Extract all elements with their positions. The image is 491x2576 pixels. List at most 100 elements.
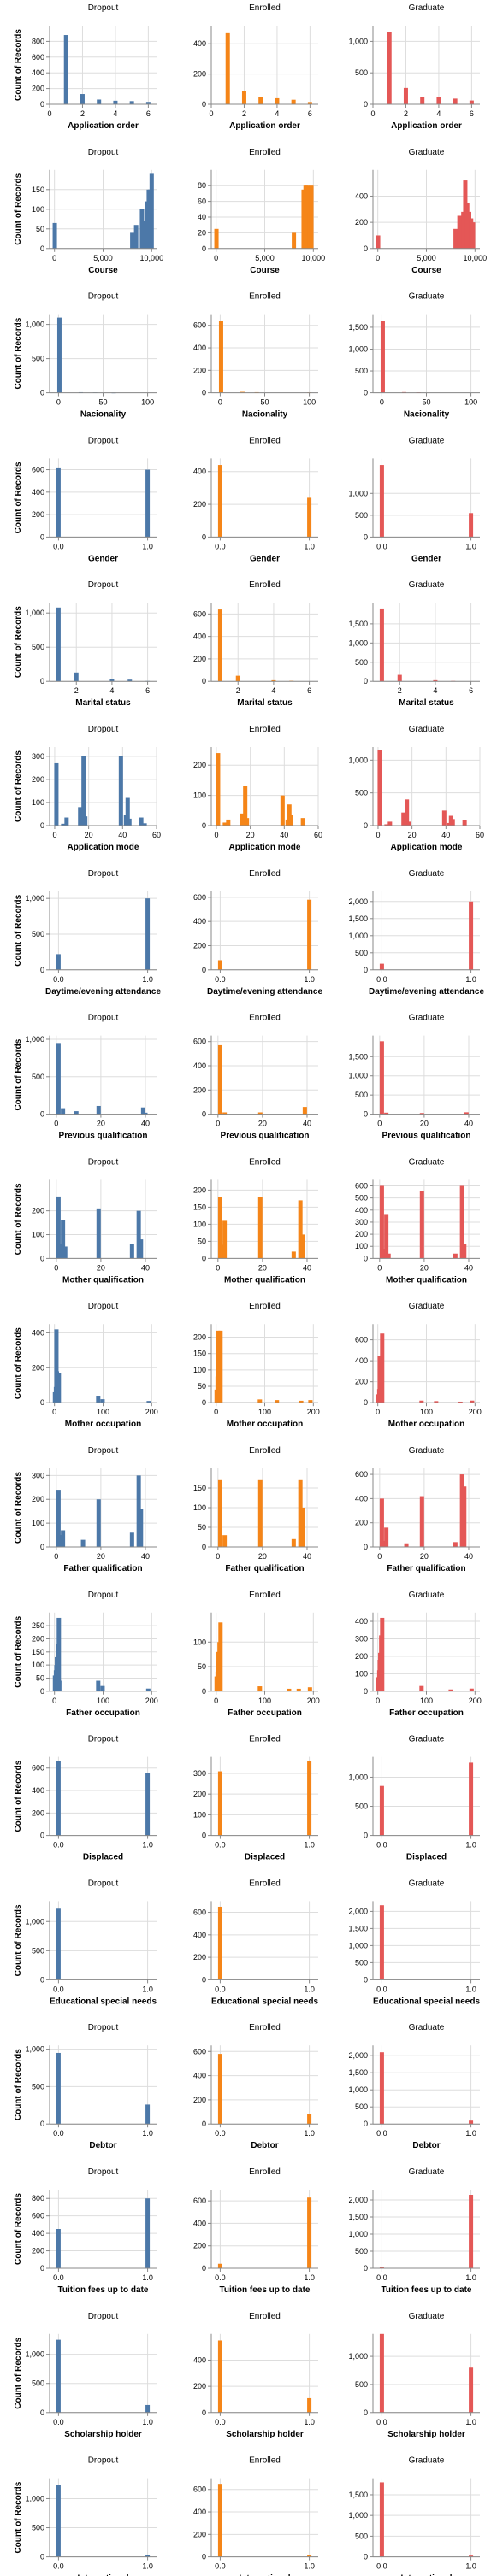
chart-educational-special-needs-graduate-x-axis-label: Educational special needs [373, 1997, 480, 2006]
chart-tuition-fees-up-to-date-graduate-title: Graduate [409, 2167, 445, 2177]
chart-application-mode-enrolled-x-axis-label: Application mode [229, 843, 301, 852]
chart-father-qualification-dropout-title: Dropout [88, 1446, 119, 1456]
chart-mother-occupation-graduate-title: Graduate [409, 1302, 445, 1311]
chart-application-mode-enrolled-x-tick-label: 60 [314, 831, 322, 839]
chart-mother-qualification-dropout-x-axis-label: Mother qualification [62, 1275, 144, 1285]
chart-gender-dropout-y-tick-label: 600 [32, 466, 44, 474]
chart-application-mode-dropout-x-tick-label: 0 [52, 831, 56, 839]
chart-father-qualification-enrolled-bar [222, 1535, 227, 1547]
chart-marital-status-enrolled-y-tick-label: 600 [193, 609, 206, 618]
chart-mother-qualification-enrolled-title: Enrolled [249, 1157, 281, 1167]
chart-tuition-fees-up-to-date-enrolled-x-axis-label: Tuition fees up to date [220, 2285, 311, 2295]
chart-displaced-graduate-bar [469, 1762, 473, 1835]
chart-displaced-graduate-bar [380, 1786, 384, 1836]
chart-international-enrolled-title: Enrolled [249, 2456, 281, 2466]
chart-gender-dropout-x-tick-label: 1.0 [142, 542, 153, 550]
chart-debtor-dropout-title: Dropout [88, 2023, 119, 2032]
chart-tuition-fees-up-to-date-dropout-y-tick-label: 800 [32, 2194, 44, 2203]
chart-daytime-evening-attendance-dropout-title: Dropout [88, 869, 119, 879]
chart-mother-occupation-graduate-y-tick-label: 400 [355, 1356, 368, 1365]
chart-marital-status-dropout-x-tick-label: 6 [145, 686, 150, 695]
chart-mother-qualification-graduate-bar [384, 1214, 388, 1258]
chart-mother-qualification-dropout-x-tick-label: 0 [54, 1263, 58, 1272]
chart-father-occupation-dropout-y-tick-label: 0 [40, 1687, 44, 1696]
chart-mother-occupation-enrolled-x-axis-label: Mother occupation [227, 1420, 303, 1429]
chart-nacionality-graduate-x-axis-label: Nacionality [404, 410, 450, 420]
chart-scholarship-holder-dropout-x-tick-label: 0.0 [53, 2418, 64, 2426]
chart-father-qualification-dropout-x-tick-label: 20 [97, 1552, 105, 1561]
chart-application-mode-dropout-title: Dropout [88, 725, 119, 734]
chart-previous-qualification-graduate-x-tick-label: 20 [420, 1120, 429, 1128]
chart-mother-occupation-graduate-y-tick-label: 0 [364, 1398, 368, 1407]
chart-nacionality-dropout: Dropout05001,0000 50 100NacionalityCount o… [14, 292, 157, 420]
chart-marital-status-enrolled-y-tick-label: 400 [193, 632, 206, 641]
chart-marital-status-enrolled-x-axis-label: Marital status [237, 698, 293, 708]
chart-application-order-graduate-bar [420, 97, 424, 104]
chart-tuition-fees-up-to-date-enrolled-bar [218, 2264, 222, 2268]
chart-marital-status-graduate-x-axis-label: Marital status [399, 698, 454, 708]
chart-international-enrolled-y-tick-label: 400 [193, 2508, 206, 2516]
chart-application-mode-graduate-title: Graduate [409, 725, 445, 734]
chart-mother-qualification-graduate-y-tick-label: 300 [355, 1218, 368, 1226]
chart-previous-qualification-dropout-bar [74, 1111, 79, 1115]
chart-marital-status-enrolled: Enrolled02004006002 4 6Marital status [193, 580, 318, 708]
chart-scholarship-holder-dropout-y-tick-label: 0 [40, 2408, 44, 2417]
chart-course-dropout-x-tick-label: 10,000 [140, 254, 164, 262]
chart-father-occupation-enrolled-bar [218, 1622, 222, 1691]
chart-displaced-enrolled-y-tick-label: 0 [202, 1832, 206, 1840]
chart-marital-status-enrolled-bar [236, 676, 240, 682]
chart-gender-graduate-x-tick-label: 0.0 [376, 542, 387, 550]
chart-nacionality-enrolled-bar [219, 321, 223, 392]
chart-international-enrolled-y-tick-label: 600 [193, 2485, 206, 2494]
chart-debtor-enrolled-x-tick-label: 0.0 [215, 2129, 226, 2138]
chart-mother-qualification-dropout-x-tick-label: 40 [141, 1263, 150, 1272]
chart-mother-qualification-graduate-y-tick-label: 600 [355, 1181, 368, 1190]
chart-application-mode-dropout-bar [119, 756, 123, 826]
chart-gender-graduate-bar [380, 465, 384, 537]
chart-educational-special-needs-dropout-y-axis-label: Count of Records [14, 1904, 23, 1976]
chart-father-qualification-enrolled-bar [258, 1480, 263, 1547]
chart-application-order-dropout-bar [97, 99, 101, 104]
chart-previous-qualification-enrolled-y-tick-label: 400 [193, 1062, 206, 1070]
chart-application-order-graduate-title: Graduate [409, 3, 445, 13]
chart-application-mode-dropout-bar [83, 816, 87, 826]
chart-father-qualification-dropout-bar [97, 1499, 101, 1547]
chart-tuition-fees-up-to-date-dropout-x-tick-label: 1.0 [142, 2273, 153, 2282]
chart-tuition-fees-up-to-date-enrolled-y-tick-label: 200 [193, 2242, 206, 2250]
chart-mother-qualification-dropout-bar [139, 1239, 143, 1258]
chart-gender-enrolled-title: Enrolled [249, 436, 281, 445]
chart-debtor-dropout-y-tick-label: 500 [32, 2082, 44, 2091]
chart-mother-occupation-dropout-title: Dropout [88, 1302, 119, 1311]
chart-mother-qualification-graduate: Graduate01002003004005006000 20 40Mother q… [355, 1157, 480, 1285]
chart-nacionality-enrolled-title: Enrolled [249, 292, 281, 302]
chart-daytime-evening-attendance-enrolled: Enrolled02004006000.0 1.0Daytime/evening … [193, 869, 322, 997]
chart-gender-enrolled-x-axis-label: Gender [250, 554, 280, 563]
chart-debtor-dropout-y-tick-label: 1,000 [25, 2045, 44, 2054]
chart-educational-special-needs-enrolled: Enrolled02004006000.0 1.0Educational spec… [193, 1879, 318, 2006]
chart-marital-status-enrolled-x-tick-label: 2 [236, 686, 240, 695]
chart-displaced-graduate-x-tick-label: 1.0 [465, 1841, 476, 1850]
chart-previous-qualification-dropout-bar [97, 1106, 101, 1115]
chart-displaced-dropout: Dropout02004006000.0 1.0DisplacedCount of… [14, 1735, 157, 1862]
chart-father-qualification-graduate-x-tick-label: 40 [464, 1552, 473, 1561]
chart-course-enrolled-y-tick-label: 40 [198, 213, 206, 221]
chart-tuition-fees-up-to-date-dropout-y-tick-label: 600 [32, 2212, 44, 2220]
chart-gender-dropout-title: Dropout [88, 436, 119, 445]
chart-scholarship-holder-dropout-y-tick-label: 500 [32, 2379, 44, 2388]
chart-displaced-dropout-bar [56, 1761, 61, 1836]
chart-father-qualification-enrolled-x-tick-label: 20 [258, 1552, 267, 1561]
chart-father-occupation-enrolled-title: Enrolled [249, 1591, 281, 1600]
chart-nacionality-graduate-y-tick-label: 1,500 [348, 323, 368, 332]
chart-application-mode-enrolled-bar [289, 815, 293, 826]
chart-nacionality-graduate-y-tick-label: 0 [364, 389, 368, 397]
chart-tuition-fees-up-to-date-graduate-x-tick-label: 1.0 [465, 2273, 476, 2282]
chart-course-enrolled-x-tick-label: 0 [214, 254, 218, 262]
chart-international-enrolled-bar [218, 2484, 222, 2556]
chart-course-dropout-x-tick-label: 0 [52, 254, 56, 262]
chart-scholarship-holder-graduate-title: Graduate [409, 2312, 445, 2321]
chart-educational-special-needs-graduate-y-tick-label: 1,500 [348, 1924, 368, 1932]
chart-tuition-fees-up-to-date-dropout-y-tick-label: 400 [32, 2229, 44, 2238]
chart-displaced-graduate-x-tick-label: 0.0 [376, 1841, 387, 1850]
chart-displaced-enrolled: Enrolled01002003000.0 1.0Displaced [193, 1735, 318, 1862]
